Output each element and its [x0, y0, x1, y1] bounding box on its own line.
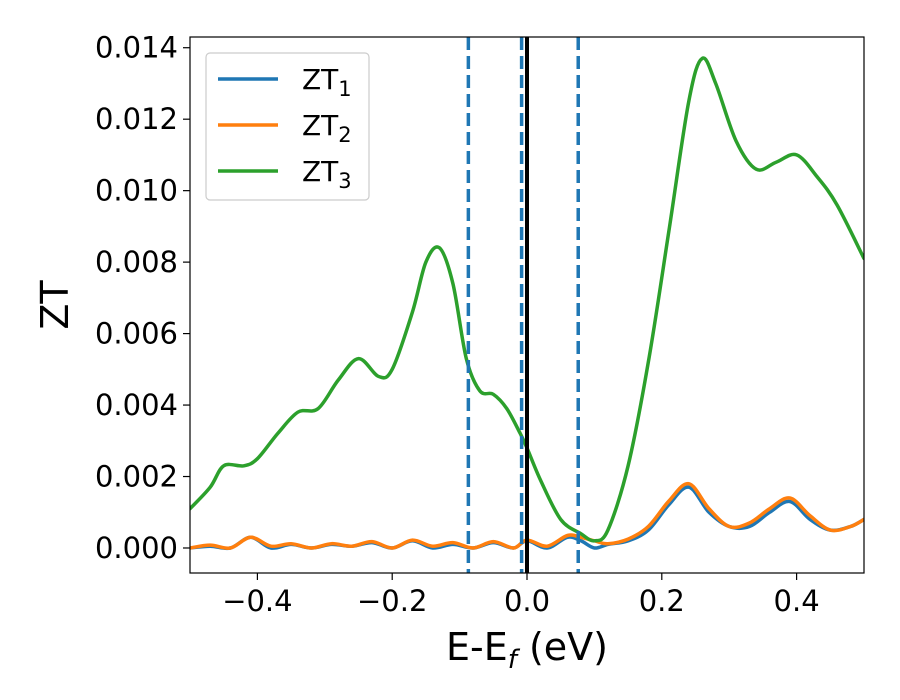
x-axis-label-main: E-E: [446, 625, 508, 669]
y-tick-label: 0.010: [95, 174, 178, 208]
x-tick-label: 0.4: [774, 584, 820, 618]
legend-label-zt1: ZT1: [302, 63, 352, 101]
y-tick-label: 0.008: [95, 245, 178, 279]
y-tick-label: 0.012: [95, 102, 178, 136]
series-line-zt2: [190, 481, 864, 550]
legend-label-zt3: ZT3: [302, 155, 352, 193]
x-axis-label: E-Ef (eV): [446, 625, 608, 675]
legend: ZT1 ZT2 ZT3: [205, 52, 370, 201]
legend-label-zt2: ZT2: [302, 109, 352, 147]
y-tick-label: 0.006: [95, 317, 178, 351]
y-tick-label: 0.014: [95, 31, 178, 65]
x-tick-label: 0.0: [504, 584, 550, 618]
y-axis-label: ZT: [33, 280, 77, 330]
y-tick-label: 0.000: [95, 531, 178, 565]
x-axis-label-unit: (eV): [517, 625, 608, 669]
y-tick-label: 0.002: [95, 460, 178, 494]
y-tick-label: 0.004: [95, 388, 178, 422]
x-tick-label: −0.2: [357, 584, 427, 618]
x-tick-label: −0.4: [222, 584, 292, 618]
series-line-zt3: [190, 56, 864, 543]
legend-box: [205, 52, 370, 201]
axis-ticks: −0.4 −0.2 0.0 0.2 0.4 0.000 0.002 0.004 0.006 0.0…: [95, 31, 820, 618]
plot-area: [190, 37, 864, 573]
x-tick-label: 0.2: [639, 584, 685, 618]
